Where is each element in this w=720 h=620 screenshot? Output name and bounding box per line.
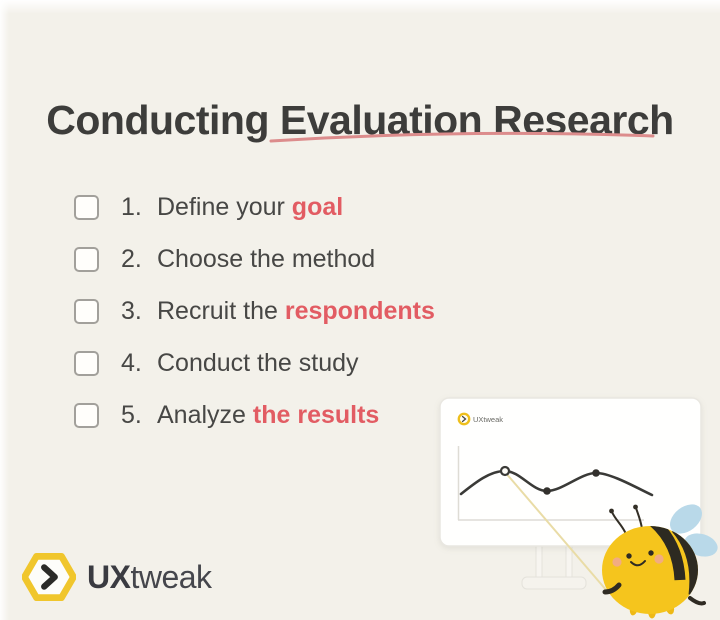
item-text: Define your goal — [157, 192, 344, 221]
item-number: 4. — [121, 348, 142, 377]
page-edge-highlight-top — [0, 0, 720, 14]
item-number: 1. — [121, 192, 142, 221]
bee-arm — [602, 582, 622, 595]
item-highlight: respondents — [284, 296, 435, 325]
item-text: Analyze the results — [157, 400, 380, 429]
monitor-logo: UXtweak — [457, 412, 503, 426]
item-text: Conduct the study — [157, 348, 359, 377]
bee-string — [504, 471, 608, 592]
item-text: Recruit the respondents — [157, 296, 435, 325]
checklist-item-4: 4. Conduct the study — [74, 337, 435, 389]
monitor-stand — [521, 544, 587, 590]
title-underline-swoosh — [269, 131, 655, 143]
bee-mascot — [602, 504, 718, 619]
checkbox-4[interactable] — [74, 350, 99, 376]
checkbox-1[interactable] — [74, 194, 99, 220]
checklist-item-2: 2. Choose the method — [74, 233, 435, 285]
item-highlight: the results — [252, 400, 380, 429]
checklist-item-5: 5. Analyze the results — [74, 389, 435, 441]
chart-axes — [457, 446, 644, 521]
item-highlight: goal — [291, 192, 344, 221]
checklist-item-1: 1. Define your goal — [74, 181, 435, 233]
item-number: 5. — [121, 400, 142, 429]
item-text: Choose the method — [157, 244, 376, 273]
monitor-bee-illustration: UXtweak — [439, 397, 718, 619]
item-number: 2. — [121, 244, 142, 273]
checkbox-3[interactable] — [74, 298, 99, 324]
svg-text:UXtweak: UXtweak — [473, 415, 503, 424]
chart-data-points — [499, 465, 600, 495]
bee-face — [612, 550, 664, 567]
page-edge-highlight-left — [0, 0, 9, 620]
checkbox-2[interactable] — [74, 246, 99, 272]
uxtweak-hexagon-icon — [22, 552, 76, 602]
checklist: 1. Define your goal 2. Choose the method… — [74, 181, 435, 441]
item-number: 3. — [121, 296, 142, 325]
checklist-item-3: 3. Recruit the respondents — [74, 285, 435, 337]
uxtweak-wordmark: UXtweak — [87, 558, 212, 595]
checkbox-5[interactable] — [74, 402, 99, 428]
uxtweak-logo: UXtweak — [22, 552, 212, 602]
bee-wing-upper — [670, 504, 702, 534]
